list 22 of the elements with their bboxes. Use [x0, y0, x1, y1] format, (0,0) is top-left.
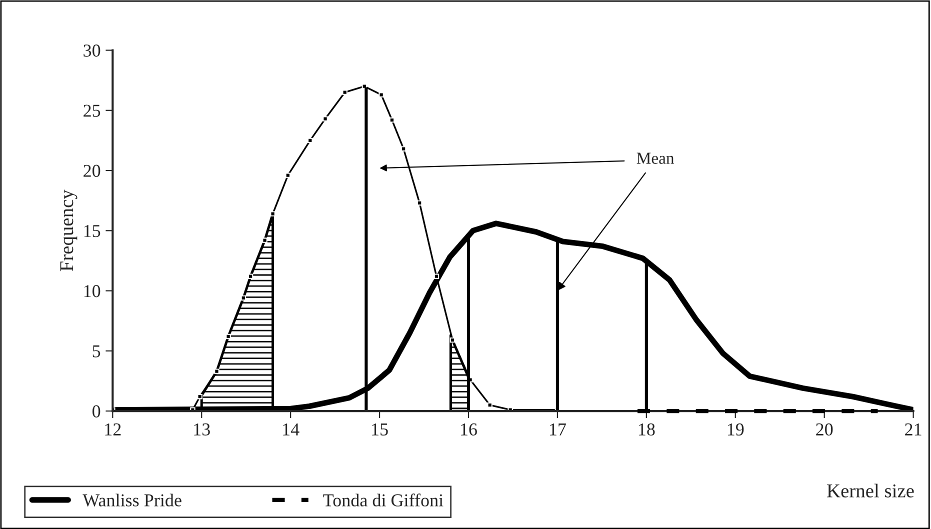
x-tick-label: 13 — [194, 423, 210, 436]
y-tick-label: 25 — [84, 104, 100, 117]
y-tick-label: 15 — [84, 224, 100, 238]
y-tick-label: 5 — [92, 345, 100, 358]
x-tick-label: 21 — [905, 423, 922, 436]
x-axis-title: Kernel size — [827, 484, 914, 498]
y-tick-label: 0 — [92, 405, 100, 418]
x-tick-label: 18 — [638, 423, 655, 436]
y-tick-label: 10 — [84, 285, 100, 298]
y-tick-label: 20 — [84, 164, 100, 177]
y-tick-label: 30 — [84, 44, 100, 57]
x-tick-label: 20 — [816, 423, 833, 436]
x-tick-label: 15 — [372, 423, 388, 436]
x-tick-label: 14 — [283, 423, 300, 436]
annotation: Mean — [636, 152, 674, 164]
x-tick-label: 12 — [105, 423, 121, 436]
legend-label: Tonda di Giffoni — [323, 494, 444, 506]
y-axis-title: Frequency — [60, 190, 78, 272]
x-tick-label: 17 — [550, 423, 566, 436]
legend-label: Wanliss Pride — [82, 494, 182, 507]
x-tick-label: 19 — [728, 423, 744, 436]
x-tick-label: 16 — [461, 423, 477, 436]
